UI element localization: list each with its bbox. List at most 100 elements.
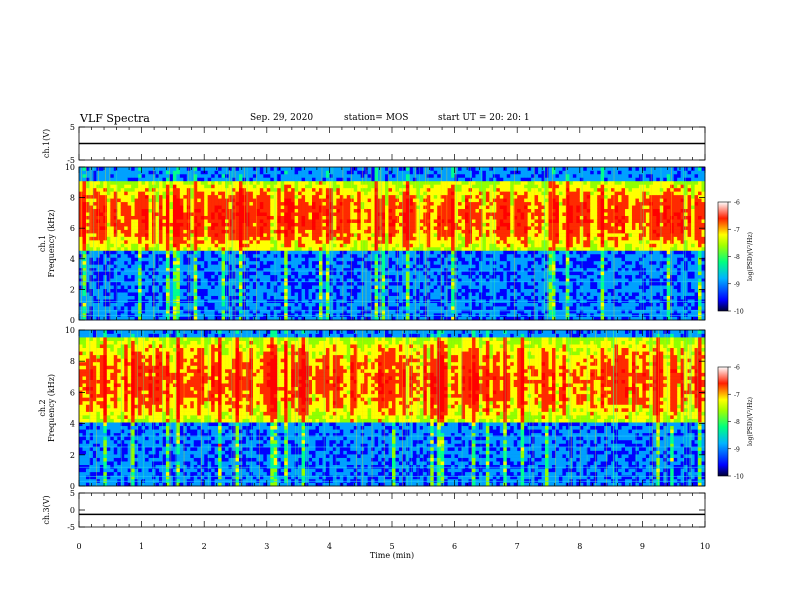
spectrogram-cell [392,222,396,227]
spectrogram-cell [336,281,341,286]
spectrogram-cell [155,264,160,269]
spectrogram-cell [169,191,174,196]
spectrogram-cell [148,271,153,276]
spectrogram-cell [398,184,403,189]
spectrogram-cell [117,173,122,178]
spectrogram-cell [444,226,448,230]
spectrogram-cell [398,201,403,206]
spectrogram-cell [301,316,306,321]
spectrogram-cell [113,267,118,272]
spectrogram-cell [374,257,379,262]
spectrogram-cell [294,253,299,258]
spectrogram-cell [92,208,97,213]
spectrogram-cell [423,219,428,223]
spectrogram-cell [332,167,337,171]
spectrogram-cell [339,170,344,175]
spectrogram-cell [85,233,90,237]
spectrogram-cell [158,278,163,283]
spectrogram-cell [371,198,375,203]
spectrogram-cell [179,260,184,265]
spectrogram-cell [273,271,278,276]
spectrogram-cell [458,226,462,230]
spectrogram-cell [336,215,341,220]
spectrogram-cell [252,260,257,265]
spectrogram-cell [284,253,288,258]
spectrogram-cell [339,198,344,203]
spectrogram-cell [353,236,358,241]
spectrogram-cell [423,246,428,251]
spectrogram-cell [200,170,205,175]
spectrogram-cell [263,201,268,206]
spectrogram-cell [388,257,393,262]
spectrogram-cell [322,285,327,290]
spectrogram-cell [169,271,174,276]
spectrogram-cell [82,184,87,189]
spectrogram-cell [190,219,195,223]
spectrogram-cell [232,184,236,189]
spectrogram-cell [409,260,414,265]
spectrogram-cell [451,240,455,244]
spectrogram-cell [301,313,306,317]
spectrogram-cell [416,226,421,230]
spectrogram-cell [339,253,344,258]
spectrogram-cell [79,288,83,293]
spectrogram-cell [301,271,306,276]
spectrogram-cell [339,208,344,213]
spectrogram-cell [169,260,174,265]
spectrogram-cell [238,285,243,290]
spectrogram-cell [141,260,146,265]
spectrogram-cell [190,285,195,290]
spectrogram-cell [367,201,372,206]
spectrogram-cell [228,226,233,230]
spectrogram-cell [412,173,417,178]
spectrogram-cell [110,205,115,210]
spectrogram-cell [252,201,257,206]
spectrogram-cell [388,278,393,283]
spectrogram-cell [305,201,309,206]
spectrogram-cell [412,288,417,293]
spectrogram-cell [294,208,299,213]
spectrogram-cell [402,285,407,290]
spectrogram-cell [388,167,393,171]
spectrogram-cell [280,250,285,255]
spectrogram-cell [252,264,257,269]
spectrogram-cell [426,167,431,171]
spectrogram-cell [193,177,198,182]
spectrogram-cell [315,271,320,276]
spectrogram-cell [412,295,417,300]
spectrogram-cell [291,177,295,182]
spectrogram-cell [134,260,139,265]
spectrogram-cell [346,233,351,237]
spectrogram-cell [318,198,323,203]
spectrogram-cell [193,292,198,296]
spectrogram-cell [280,246,285,251]
spectrogram-cell [312,306,316,310]
spectrogram-cell [235,191,240,196]
spectrogram-cell [273,306,278,310]
spectrogram-cell [339,205,344,210]
spectrogram-cell [214,288,219,293]
spectrogram-cell [305,271,309,276]
spectrogram-cell [440,281,445,286]
spectrogram-cell [148,257,153,262]
spectrogram-cell [426,191,431,196]
spectrogram-cell [280,264,285,269]
spectrogram-cell [336,191,341,196]
spectrogram-cell [444,246,448,251]
spectrogram-cell [131,198,135,203]
spectrogram-cell [367,281,372,286]
spectrogram-cell [127,299,132,303]
spectrogram-cell [266,278,271,283]
spectrogram-cell [287,316,292,321]
spectrogram-cell [280,222,285,227]
spectrogram-cell [277,236,282,241]
spectrogram-cell [89,281,94,286]
spectrogram-cell [346,271,351,276]
spectrogram-cell [437,302,441,307]
spectrogram-cell [312,292,316,296]
spectrogram-cell [325,180,330,185]
spectrogram-cell [350,271,355,276]
spectrogram-cell [322,198,327,203]
spectrogram-cell [92,236,97,241]
spectrogram-cell [329,226,334,230]
